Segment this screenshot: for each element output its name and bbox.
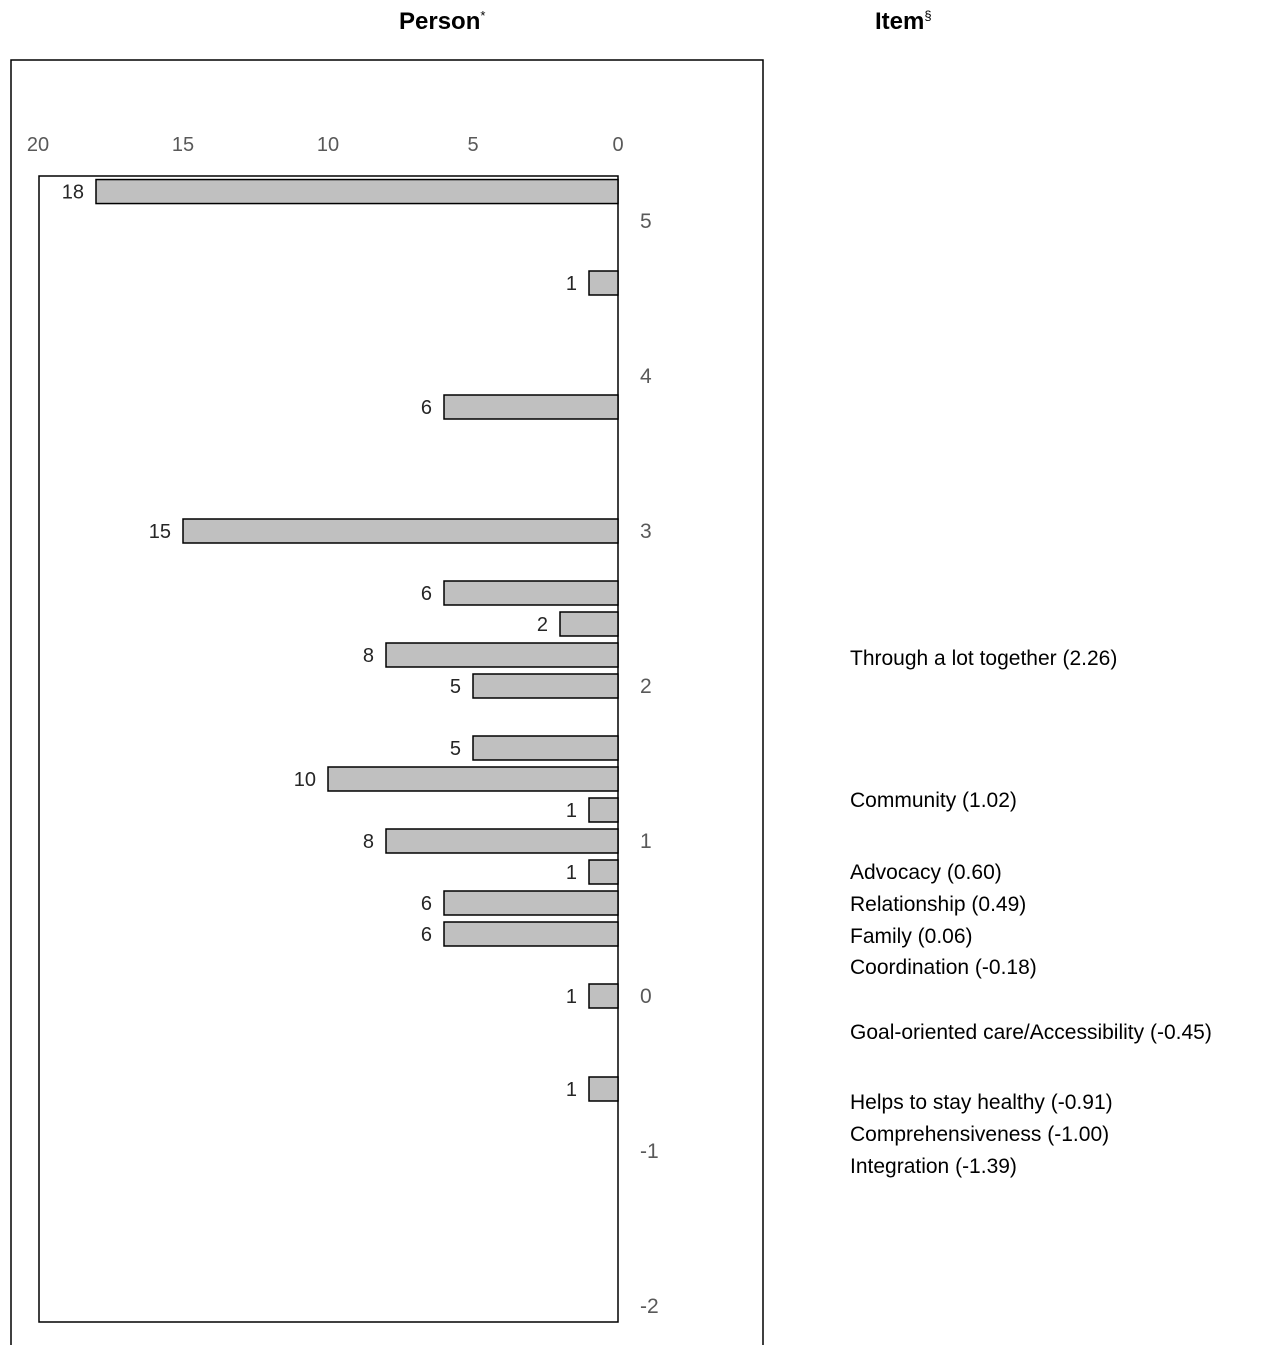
bar: [443, 394, 619, 420]
bar-count-label: 1: [566, 986, 577, 1008]
item-label: Community (1.02): [850, 789, 1017, 812]
person-header-text: Person: [399, 8, 481, 35]
item-header-text: Item: [875, 8, 925, 35]
bar-count-label: 6: [421, 397, 432, 419]
bar: [588, 1076, 619, 1102]
bar: [588, 983, 619, 1009]
bar: [385, 642, 619, 668]
bar: [559, 611, 619, 637]
bar: [327, 766, 619, 792]
bar-count-label: 10: [294, 769, 316, 791]
outer-frame: [10, 59, 764, 1345]
item-header: Item§: [875, 8, 932, 36]
count-tick-label: 20: [27, 134, 49, 156]
person-header: Person*: [399, 8, 485, 36]
measure-tick-label: 5: [640, 210, 652, 233]
bar-count-label: 1: [566, 273, 577, 295]
bar: [472, 673, 619, 699]
item-label: Comprehensiveness (-1.00): [850, 1123, 1109, 1146]
bar: [182, 518, 619, 544]
count-tick-label: 0: [612, 134, 623, 156]
count-tick-label: 10: [317, 134, 339, 156]
item-label: Coordination (-0.18): [850, 956, 1037, 979]
item-label: Relationship (0.49): [850, 893, 1026, 916]
bar-count-label: 1: [566, 1079, 577, 1101]
item-label: Helps to stay healthy (-0.91): [850, 1091, 1113, 1114]
item-label: Family (0.06): [850, 925, 973, 948]
measure-tick-label: 0: [640, 985, 652, 1008]
bar: [588, 859, 619, 885]
bar: [443, 921, 619, 947]
measure-tick-label: 3: [640, 520, 652, 543]
measure-axis: 5 4 3 2 1 0 -1 -2: [640, 210, 659, 1318]
count-tick-label: 5: [467, 134, 478, 156]
bar-count-label: 18: [62, 182, 84, 204]
bar-count-label: 8: [363, 831, 374, 853]
bar: [588, 270, 619, 296]
measure-tick-label: 4: [640, 365, 652, 388]
item-label: Integration (-1.39): [850, 1155, 1017, 1178]
bar: [95, 178, 619, 205]
measure-tick-label: 2: [640, 675, 652, 698]
measure-tick-label: 1: [640, 830, 652, 853]
bar: [588, 797, 619, 823]
bar-count-label: 8: [363, 645, 374, 667]
item-header-mark: §: [924, 8, 932, 23]
bar-count-label: 5: [450, 676, 461, 698]
item-label: Through a lot together (2.26): [850, 647, 1117, 670]
bar-count-label: 15: [149, 521, 171, 543]
count-axis: 20 15 10 5 0: [27, 134, 624, 156]
bar-count-label: 6: [421, 583, 432, 605]
item-label: Advocacy (0.60): [850, 861, 1002, 884]
item-labels: Through a lot together (2.26) Community (…: [850, 647, 1212, 1178]
bar: [443, 580, 619, 606]
bar-count-label: 6: [421, 893, 432, 915]
measure-tick-label: -1: [640, 1140, 659, 1163]
person-header-mark: *: [480, 8, 486, 23]
item-label: Goal-oriented care/Accessibility (-0.45): [850, 1021, 1212, 1044]
bar: [385, 828, 619, 854]
bar: [443, 890, 619, 916]
bar-count-label: 1: [566, 800, 577, 822]
bar: [472, 735, 619, 761]
bar-count-label: 1: [566, 862, 577, 884]
count-tick-label: 15: [172, 134, 194, 156]
bar-count-label: 2: [537, 614, 548, 636]
measure-tick-label: -2: [640, 1295, 659, 1318]
bar-count-label: 5: [450, 738, 461, 760]
bar-count-label: 6: [421, 924, 432, 946]
